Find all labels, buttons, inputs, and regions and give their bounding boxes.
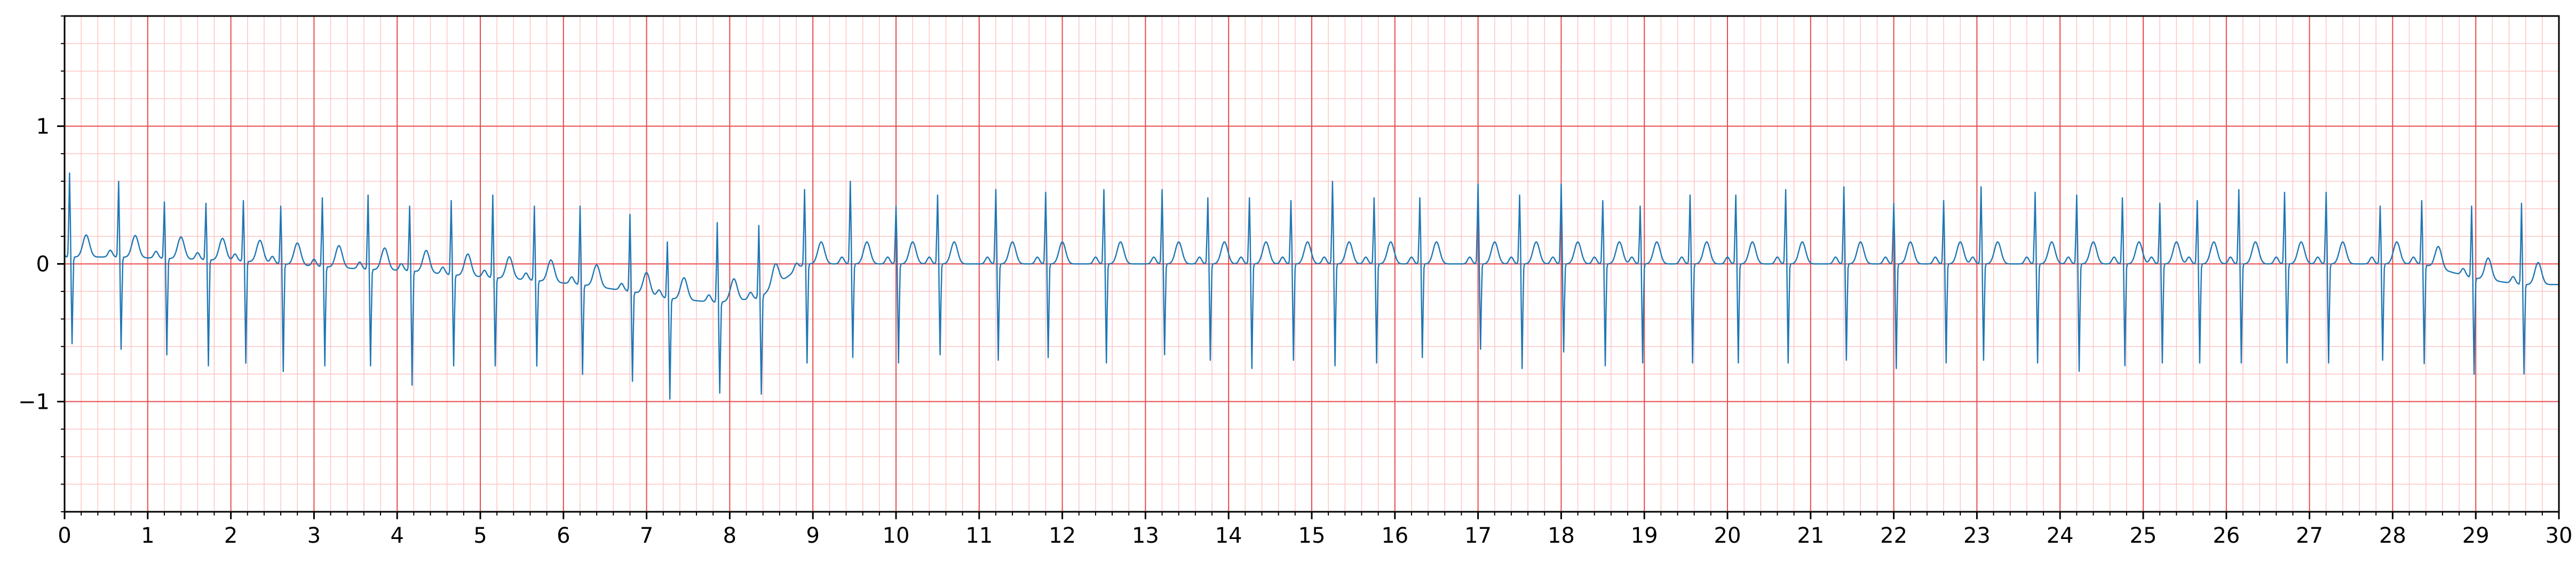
- x-tick-label: 6: [557, 524, 570, 548]
- x-tick-label: 15: [1298, 524, 1326, 548]
- x-tick-label: 3: [307, 524, 321, 548]
- x-tick-label: 7: [640, 524, 653, 548]
- x-axis: 0 1 2 3 4 5 6 7 8 9 10 11 12 13 14 15 16 17 18 19 20 21 22 23 24…: [58, 512, 2572, 548]
- y-tick-label: 1: [36, 114, 50, 139]
- x-tick-label: 19: [1631, 524, 1658, 548]
- x-tick-label: 30: [2546, 524, 2573, 548]
- x-tick-label: 17: [1464, 524, 1492, 548]
- y-tick-label: −1: [18, 390, 50, 415]
- x-tick-label: 4: [390, 524, 403, 548]
- major-grid: [64, 16, 2559, 512]
- x-tick-label: 9: [806, 524, 819, 548]
- x-tick-label: 26: [2213, 524, 2240, 548]
- x-tick-label: 22: [1880, 524, 1907, 548]
- x-tick-label: 27: [2296, 524, 2323, 548]
- x-tick-label: 28: [2379, 524, 2406, 548]
- x-tick-label: 13: [1132, 524, 1159, 548]
- x-tick-label: 1: [141, 524, 154, 548]
- x-tick-label: 29: [2462, 524, 2490, 548]
- x-tick-label: 2: [224, 524, 237, 548]
- x-tick-label: 24: [2047, 524, 2074, 548]
- x-tick-label: 23: [1963, 524, 1991, 548]
- y-tick-label: 0: [36, 252, 50, 277]
- x-tick-label: 16: [1381, 524, 1408, 548]
- x-tick-label: 5: [473, 524, 487, 548]
- ecg-trace-line: [64, 172, 2559, 400]
- x-tick-label: 21: [1797, 524, 1824, 548]
- x-tick-label: 25: [2130, 524, 2157, 548]
- x-tick-label: 18: [1548, 524, 1575, 548]
- x-tick-label: 14: [1215, 524, 1242, 548]
- x-tick-label: 12: [1049, 524, 1076, 548]
- x-tick-label: 8: [723, 524, 736, 548]
- x-tick-label: 11: [965, 524, 993, 548]
- x-tick-label: 10: [883, 524, 910, 548]
- x-tick-label: 20: [1714, 524, 1741, 548]
- trace-layer: [64, 172, 2559, 400]
- y-axis: 1 0 −1: [18, 15, 65, 512]
- x-tick-label: 0: [58, 524, 71, 548]
